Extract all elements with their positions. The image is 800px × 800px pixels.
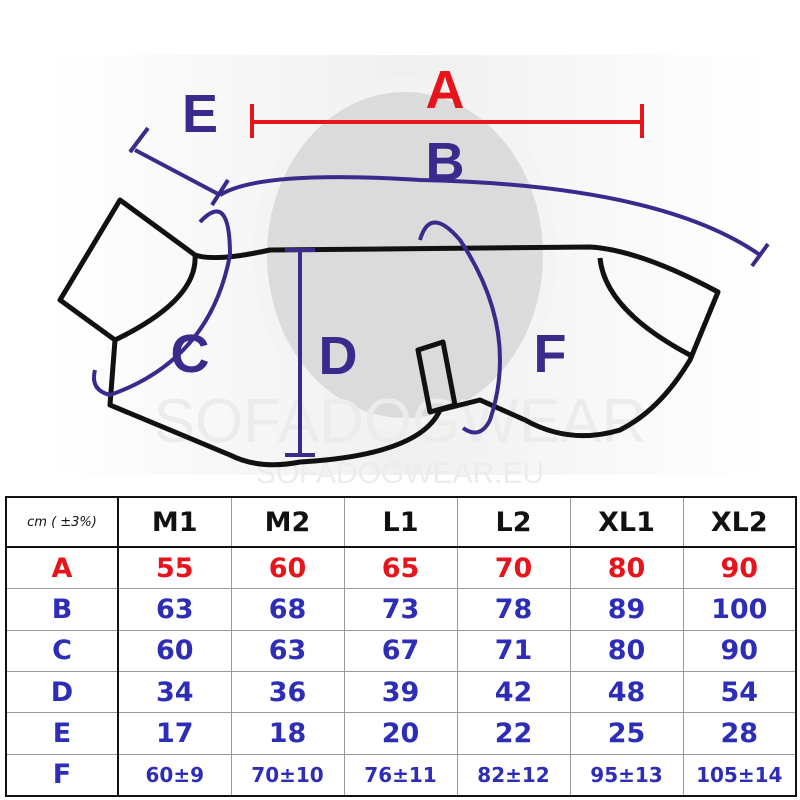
label-a: A (426, 60, 465, 120)
table-row: D 34 36 39 42 48 54 (5, 670, 797, 714)
table-row: C 60 63 67 71 80 90 (5, 629, 797, 672)
measure-label: F (5, 753, 119, 797)
measure-value: 89 (569, 588, 684, 631)
table-row: B 63 68 73 78 89 100 (5, 588, 797, 631)
measure-value: 36 (230, 670, 345, 714)
measure-value: 68 (230, 588, 345, 631)
measure-value: 70±10 (230, 753, 345, 797)
measure-lines (92, 126, 770, 457)
measure-value: 28 (682, 712, 797, 755)
measure-value: 54 (682, 670, 797, 714)
measure-value: 80 (569, 546, 684, 590)
size-header: XL1 (569, 496, 684, 548)
label-e: E (182, 84, 218, 144)
size-header: L2 (456, 496, 571, 548)
measure-value: 60 (230, 546, 345, 590)
watermark-logo-icon (253, 78, 557, 432)
label-b: B (426, 132, 465, 192)
measure-value: 34 (117, 670, 232, 714)
measure-value: 39 (343, 670, 458, 714)
measure-value: 67 (343, 629, 458, 672)
measure-value: 100 (682, 588, 797, 631)
garment-diagram: SOFADOGWEAR SOFADOGWEAR.EU A B E C D F (45, 55, 770, 490)
measure-value: 63 (230, 629, 345, 672)
measure-label: D (5, 670, 119, 714)
size-header: M2 (230, 496, 345, 548)
measure-value: 60 (117, 629, 232, 672)
table-row: E 17 18 20 22 25 28 (5, 712, 797, 755)
size-header-row: cm ( ±3%) M1 M2 L1 L2 XL1 XL2 (5, 496, 797, 548)
measure-value: 65 (343, 546, 458, 590)
measure-a-line (250, 104, 644, 138)
measure-value: 105±14 (682, 753, 797, 797)
measure-value: 48 (569, 670, 684, 714)
garment-outline (57, 197, 721, 468)
unit-label: cm ( ±3%) (5, 496, 119, 548)
measure-label: C (5, 629, 119, 672)
measure-value: 60±9 (117, 753, 232, 797)
measure-value: 78 (456, 588, 571, 631)
table-row: A 55 60 65 70 80 90 (5, 546, 797, 590)
label-c: C (171, 324, 210, 384)
size-table: cm ( ±3%) M1 M2 L1 L2 XL1 XL2 A 55 60 65 70 8… (5, 496, 797, 797)
table-row: F 60±9 70±10 76±11 82±12 95±13 105±14 (5, 753, 797, 797)
measure-value: 55 (117, 546, 232, 590)
measure-label: A (5, 546, 119, 590)
measure-value: 17 (117, 712, 232, 755)
measure-value: 63 (117, 588, 232, 631)
measure-value: 80 (569, 629, 684, 672)
measure-value: 90 (682, 629, 797, 672)
measure-value: 25 (569, 712, 684, 755)
measure-value: 71 (456, 629, 571, 672)
size-header: XL2 (682, 496, 797, 548)
measure-label: B (5, 588, 119, 631)
measure-value: 42 (456, 670, 571, 714)
measure-value: 76±11 (343, 753, 458, 797)
measure-value: 73 (343, 588, 458, 631)
measure-value: 90 (682, 546, 797, 590)
measure-value: 70 (456, 546, 571, 590)
measure-label: E (5, 712, 119, 755)
size-header: M1 (117, 496, 232, 548)
measure-value: 22 (456, 712, 571, 755)
measure-value: 18 (230, 712, 345, 755)
label-f: F (534, 324, 567, 384)
measure-value: 95±13 (569, 753, 684, 797)
measure-value: 82±12 (456, 753, 571, 797)
size-header: L1 (343, 496, 458, 548)
measure-value: 20 (343, 712, 458, 755)
label-d: D (319, 326, 358, 386)
